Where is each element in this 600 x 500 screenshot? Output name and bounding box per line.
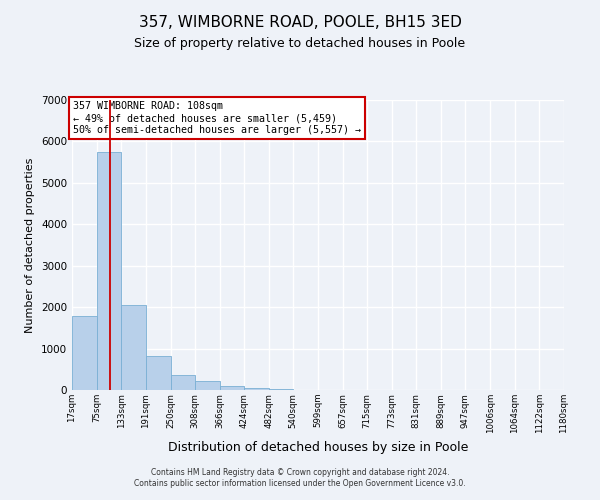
Bar — [195, 381, 220, 390]
Text: 357, WIMBORNE ROAD, POOLE, BH15 3ED: 357, WIMBORNE ROAD, POOLE, BH15 3ED — [139, 15, 461, 30]
Bar — [97, 152, 121, 390]
Bar — [269, 389, 293, 390]
Bar — [220, 386, 244, 390]
Text: 357 WIMBORNE ROAD: 108sqm
← 49% of detached houses are smaller (5,459)
50% of se: 357 WIMBORNE ROAD: 108sqm ← 49% of detac… — [73, 102, 361, 134]
Bar — [170, 375, 195, 390]
Y-axis label: Number of detached properties: Number of detached properties — [25, 158, 35, 332]
Bar — [244, 388, 269, 390]
Bar — [146, 356, 170, 390]
Bar — [121, 304, 146, 390]
X-axis label: Distribution of detached houses by size in Poole: Distribution of detached houses by size … — [168, 442, 468, 454]
Text: Contains HM Land Registry data © Crown copyright and database right 2024.
Contai: Contains HM Land Registry data © Crown c… — [134, 468, 466, 487]
Text: Size of property relative to detached houses in Poole: Size of property relative to detached ho… — [134, 38, 466, 51]
Bar — [72, 316, 97, 390]
